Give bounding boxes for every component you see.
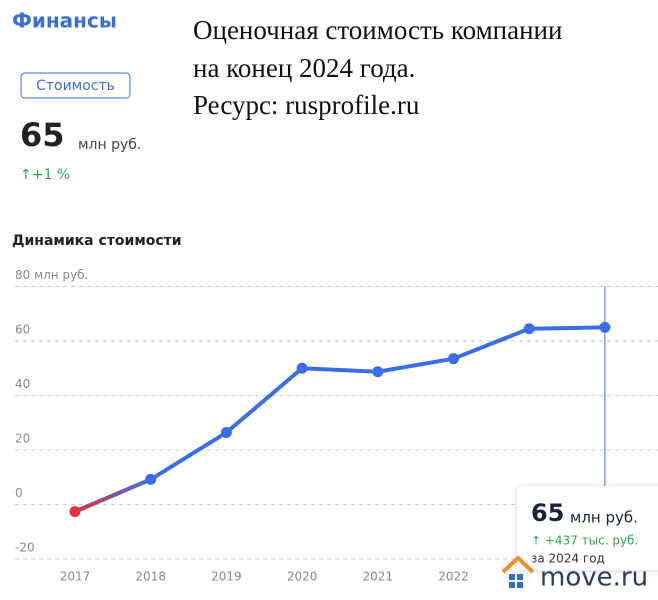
logo-text: move.ru (540, 563, 648, 593)
caption-line: Ресурс: rusprofile.ru (193, 90, 420, 120)
tooltip-value: 65 (531, 499, 564, 527)
tooltip-box (517, 486, 658, 570)
line-segment (73, 477, 153, 514)
x-tick-label: 2020 (287, 570, 318, 584)
logo: move.ru (501, 555, 648, 593)
tooltip-unit: млн руб. (570, 509, 638, 527)
point (372, 366, 384, 378)
tab-label[interactable]: Стоимость (36, 78, 115, 94)
chart-title: Динамика стоимости (12, 233, 182, 249)
caption-line: на конец 2024 года. (193, 53, 415, 83)
point (523, 323, 535, 335)
x-tick-label: 2022 (438, 570, 469, 584)
y-tick-label: 0 (15, 486, 23, 500)
x-tick-label: 2018 (135, 570, 166, 584)
x-tick-label: 2021 (363, 570, 394, 584)
logo-window (517, 574, 523, 580)
y-tick-label: 20 (15, 431, 30, 445)
point (69, 506, 81, 518)
change: ↑+1 % (20, 167, 70, 183)
logo-window (509, 574, 515, 580)
point (220, 427, 232, 439)
point (296, 362, 308, 374)
line (74, 325, 605, 514)
y-tick-label: 60 (15, 322, 30, 336)
y-tick-label: 80 млн руб. (15, 268, 88, 282)
point (145, 473, 157, 485)
tooltip: 65 млн руб. ↑ +437 тыс. руб. за 2024 год (517, 486, 658, 570)
tab[interactable] (20, 72, 131, 99)
tooltip-change: ↑ +437 тыс. руб. (531, 534, 638, 548)
logo-roof (501, 555, 535, 574)
value: 65 (20, 116, 65, 154)
x-tick-label: 2017 (60, 570, 91, 584)
caption-line: Оценочная стоимость компании (193, 15, 562, 45)
y-tick-label: 40 (15, 377, 30, 391)
logo-window (517, 582, 523, 588)
section-title: Финансы (12, 9, 117, 33)
point (599, 321, 611, 333)
logo-window (509, 582, 515, 588)
y-tick-label: -20 (15, 541, 35, 555)
unit: млн руб. (78, 137, 141, 153)
tooltip-period: за 2024 год (531, 552, 605, 566)
x-tick-label: 2019 (211, 570, 242, 584)
point (448, 353, 459, 365)
